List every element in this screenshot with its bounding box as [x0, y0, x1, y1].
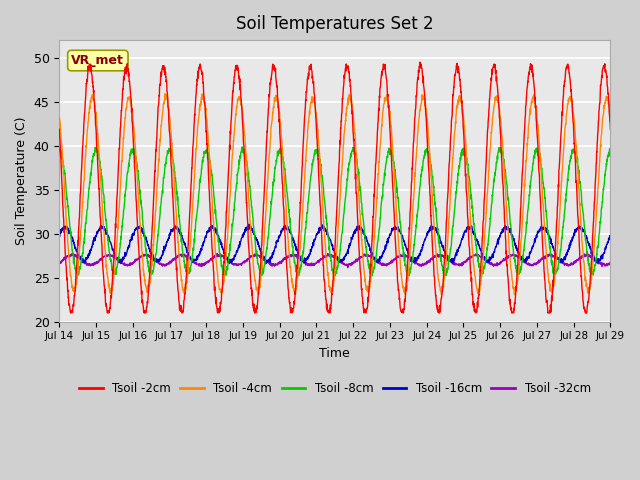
- Title: Soil Temperatures Set 2: Soil Temperatures Set 2: [236, 15, 434, 33]
- Text: VR_met: VR_met: [72, 54, 124, 67]
- X-axis label: Time: Time: [319, 347, 350, 360]
- Y-axis label: Soil Temperature (C): Soil Temperature (C): [15, 117, 28, 245]
- Legend: Tsoil -2cm, Tsoil -4cm, Tsoil -8cm, Tsoil -16cm, Tsoil -32cm: Tsoil -2cm, Tsoil -4cm, Tsoil -8cm, Tsoi…: [74, 378, 595, 400]
